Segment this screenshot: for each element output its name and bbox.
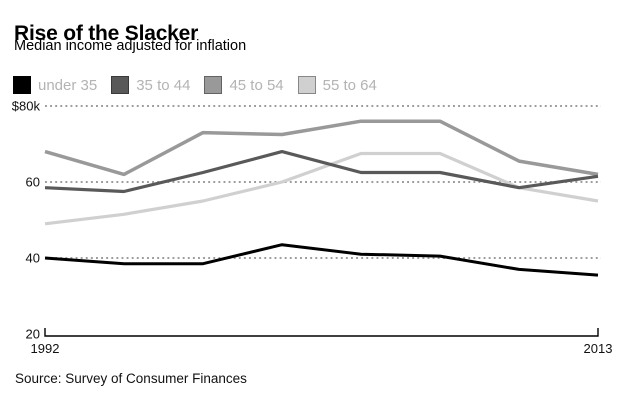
- x-axis: [44, 328, 599, 337]
- legend-swatch-icon: [111, 76, 130, 94]
- x-tick-label: 1992: [31, 341, 60, 356]
- series-line-45-to-54: [44, 119, 599, 177]
- legend-item-label: 55 to 64: [322, 76, 377, 94]
- chart-title: Rise of the Slacker: [14, 22, 199, 46]
- legend-item-label: 35 to 44: [136, 76, 191, 94]
- legend-item-label: 45 to 54: [229, 76, 284, 94]
- legend-item: 35 to 44: [111, 76, 190, 94]
- legend-item-label: under 35: [38, 76, 98, 94]
- y-tick-label: $80k: [12, 99, 41, 114]
- y-tick-label: 60: [26, 175, 40, 190]
- series-line-55-to-64: [44, 151, 599, 226]
- y-tick-label: 40: [26, 251, 40, 266]
- legend-item: under 35: [13, 76, 97, 94]
- series-line-35-to-44: [44, 150, 599, 194]
- series-line-under-35: [44, 243, 599, 277]
- chart-legend: under 35 35 to 44 45 to 54 55 to 64: [13, 76, 377, 94]
- y-tick-label: 20: [26, 327, 40, 342]
- legend-swatch-icon: [297, 76, 316, 94]
- x-tick-label: 2013: [584, 341, 613, 356]
- legend-item: 45 to 54: [204, 76, 284, 94]
- chart-subtitle: Median income adjusted for inflation: [14, 38, 247, 54]
- legend-item: 55 to 64: [297, 76, 377, 94]
- legend-swatch-icon: [204, 76, 223, 94]
- legend-swatch-icon: [13, 76, 31, 94]
- chart-source: Source: Survey of Consumer Finances: [15, 371, 247, 386]
